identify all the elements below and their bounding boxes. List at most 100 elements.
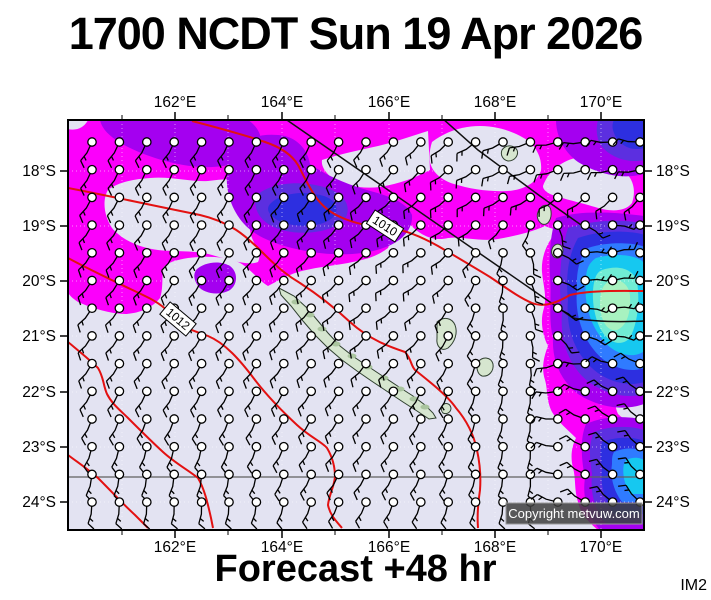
wind-barb-station-circle: [388, 358, 399, 369]
wind-barb-half-feather: [628, 273, 632, 279]
wind-barb-station-circle: [635, 469, 644, 480]
wind-barb: [376, 331, 399, 359]
wind-barb-feather: [558, 361, 564, 369]
wind-barb-station-circle: [251, 469, 262, 480]
wind-barb-feather: [381, 492, 387, 501]
wind-barb: [215, 303, 234, 334]
wind-barb-station-circle: [114, 192, 125, 203]
wind-barb-feather: [105, 297, 110, 306]
wind-barb-feather: [438, 410, 444, 419]
wind-barb-station-circle: [306, 192, 317, 203]
wind-barb: [270, 192, 289, 223]
wind-barb-station-circle: [498, 469, 508, 480]
wind-barb: [402, 220, 426, 247]
wind-barb-half-feather: [111, 433, 116, 439]
wind-barb-feather: [430, 155, 433, 164]
wind-barb-station-circle: [388, 331, 399, 341]
wind-barb-half-feather: [565, 386, 570, 391]
wind-barb-feather: [589, 485, 598, 489]
wind-barb-station-circle: [278, 358, 289, 369]
wind-barb: [462, 247, 481, 279]
wind-barb-feather: [612, 138, 619, 146]
wind-barb-station-circle: [169, 386, 180, 397]
wind-barb-feather: [615, 376, 624, 381]
wind-barb-station-circle: [306, 469, 317, 480]
wind-barb-half-feather: [219, 321, 222, 327]
wind-barb: [438, 469, 454, 502]
wind-barb: [429, 164, 454, 191]
wind-barb-half-feather: [623, 434, 629, 437]
wind-barb-station-circle: [415, 358, 426, 369]
wind-barb-half-feather: [165, 183, 169, 189]
wind-barb-feather: [269, 242, 274, 251]
wind-barb-half-feather: [86, 461, 90, 467]
wind-barb-feather: [163, 438, 170, 446]
wind-barb-half-feather: [109, 266, 113, 271]
wind-barb: [77, 331, 97, 361]
wind-barb-station-circle: [87, 164, 97, 175]
wind-barb-station-circle: [635, 358, 644, 369]
wind-barb: [242, 275, 262, 306]
wind-barb: [77, 247, 97, 278]
wind-barb-station-circle: [498, 220, 508, 230]
wind-barb-station-circle: [169, 275, 180, 286]
wind-barb-half-feather: [136, 293, 140, 299]
wind-barb-feather: [189, 188, 195, 196]
wind-barb-half-feather: [441, 461, 445, 466]
wind-barb-half-feather: [539, 144, 543, 150]
wind-barb: [355, 497, 371, 529]
wind-barb-half-feather: [81, 293, 85, 299]
wind-barb-station-circle: [607, 469, 618, 480]
wind-barb-station-circle: [278, 441, 289, 452]
wind-barb-station-circle: [361, 192, 371, 203]
wind-barb-feather: [376, 350, 380, 359]
wind-barb-half-feather: [193, 211, 197, 217]
wind-barb-half-feather: [81, 348, 85, 354]
wind-barb-station-circle: [470, 303, 481, 314]
wind-barb-feather: [378, 185, 382, 194]
wind-barb-station-circle: [306, 441, 317, 452]
wind-barb-station-circle: [388, 275, 399, 286]
wind-barb: [430, 247, 454, 275]
wind-barb: [404, 137, 426, 166]
wind-barb-station-circle: [498, 137, 508, 147]
wind-barb-feather: [352, 436, 357, 445]
wind-barb-station-circle: [169, 497, 180, 507]
wind-barb-station-circle: [415, 497, 426, 507]
wind-barb-feather: [506, 147, 510, 156]
wind-barb-station-circle: [169, 469, 180, 480]
front-line: [443, 120, 585, 228]
wind-barb: [244, 137, 262, 169]
wind-barb-half-feather: [302, 156, 306, 161]
wind-barb-feather: [437, 438, 444, 446]
wind-barb: [375, 303, 399, 330]
wind-barb-station-circle: [278, 469, 289, 480]
wind-barb-half-feather: [412, 405, 416, 411]
wind-barb-station-circle: [525, 331, 536, 341]
wind-barb-half-feather: [252, 517, 257, 522]
wind-barb-feather: [604, 340, 613, 346]
isobar-line: [68, 454, 149, 529]
wind-barb-station-circle: [580, 441, 591, 452]
wind-barb-feather: [348, 322, 351, 331]
wind-barb-feather: [242, 352, 247, 361]
wind-barb-station-circle: [580, 414, 591, 424]
wind-barb-feather: [558, 435, 567, 440]
wind-barb-feather: [133, 270, 138, 279]
wind-barb-station-circle: [141, 358, 152, 369]
wind-barb-station-circle: [580, 469, 591, 480]
wind-barb-station-circle: [580, 303, 591, 314]
wind-barb-feather: [77, 324, 81, 333]
wind-barb-half-feather: [165, 238, 169, 244]
wind-barb-half-feather: [353, 319, 356, 324]
wind-barb: [348, 275, 371, 303]
wind-barb: [243, 220, 262, 251]
wind-barb-half-feather: [109, 293, 112, 299]
wind-barb-feather: [375, 265, 378, 274]
wind-barb-half-feather: [164, 377, 168, 382]
wind-barb-half-feather: [628, 223, 633, 229]
x-axis-label-top: 162°E: [154, 94, 196, 111]
wind-barb: [296, 220, 317, 250]
wind-barb: [469, 497, 481, 530]
wind-barb: [162, 386, 180, 418]
